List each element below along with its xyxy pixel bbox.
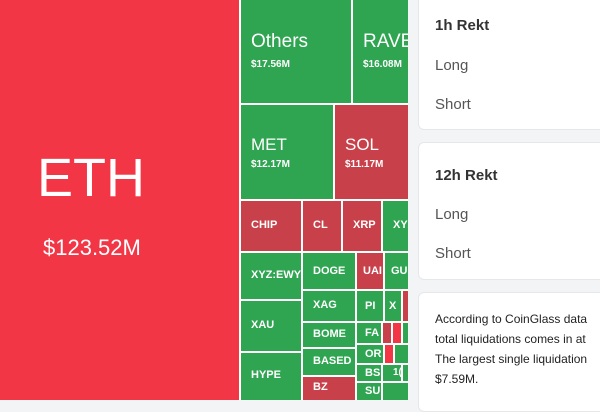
tile-x[interactable]: X bbox=[384, 290, 402, 322]
rekt-1h-panel: 1h Rekt Long Short bbox=[418, 0, 600, 130]
tile-rave-symbol: RAVE bbox=[363, 31, 408, 52]
tile-su[interactable]: SU bbox=[356, 382, 382, 400]
tile-sol-symbol: SOL bbox=[345, 135, 380, 154]
tile-xau-symbol: XAU bbox=[251, 319, 275, 331]
tile-cl[interactable]: CL bbox=[302, 200, 342, 252]
tile-small-5[interactable] bbox=[384, 344, 394, 364]
tile-bome-symbol: BOME bbox=[313, 328, 346, 340]
tile-x-symbol: X bbox=[389, 300, 397, 312]
tile-hype[interactable]: HYPE bbox=[240, 352, 302, 400]
tile-eth-value: $123.52M bbox=[43, 235, 141, 260]
tile-or[interactable]: OR bbox=[356, 344, 384, 364]
tile-xag-symbol: XAG bbox=[313, 299, 337, 311]
tile-others-symbol: Others bbox=[251, 31, 309, 52]
note-line-1: According to CoinGlass data bbox=[435, 312, 588, 326]
note-line-4: $7.59M. bbox=[435, 372, 479, 386]
tile-met-value: $12.17M bbox=[251, 159, 290, 170]
tile-xyz[interactable]: XYZ bbox=[382, 200, 408, 252]
tile-chip[interactable]: CHIP bbox=[240, 200, 302, 252]
rekt-12h-panel: 12h Rekt Long Short bbox=[418, 142, 600, 280]
tile-n1-symbol: 1( bbox=[393, 367, 402, 378]
tile-or-symbol: OR bbox=[365, 348, 382, 360]
tile-doge-symbol: DOGE bbox=[313, 265, 346, 277]
tile-based[interactable]: BASED bbox=[302, 348, 356, 376]
tile-based-symbol: BASED bbox=[313, 355, 352, 367]
tile-bs[interactable]: BS bbox=[356, 364, 382, 382]
liquidation-summary-note: According to CoinGlass data total liquid… bbox=[418, 292, 600, 412]
tile-small-7[interactable] bbox=[402, 364, 408, 382]
tile-others[interactable]: Others $17.56M bbox=[240, 0, 352, 104]
tile-chip-symbol: CHIP bbox=[251, 219, 278, 231]
tile-xrp[interactable]: XRP bbox=[342, 200, 382, 252]
tile-bs-symbol: BS bbox=[365, 367, 381, 379]
tile-sol-value: $11.17M bbox=[345, 159, 384, 170]
tile-xyzewy-symbol: XYZ:EWY bbox=[251, 269, 302, 281]
tile-small-3[interactable] bbox=[392, 322, 402, 344]
tile-pi-symbol: PI bbox=[365, 300, 376, 312]
tile-small-8[interactable] bbox=[382, 382, 408, 400]
tile-small-2[interactable] bbox=[382, 322, 392, 344]
tile-small-6[interactable] bbox=[394, 344, 408, 364]
tile-eth[interactable]: ETH $123.52M bbox=[0, 0, 240, 400]
tile-xrp-symbol: XRP bbox=[353, 219, 376, 231]
tile-su-symbol: SU bbox=[365, 385, 381, 397]
tile-hype-symbol: HYPE bbox=[251, 369, 281, 381]
tile-doge[interactable]: DOGE bbox=[302, 252, 356, 290]
tile-uai-symbol: UAI bbox=[363, 265, 382, 277]
rekt-12h-short-label: Short bbox=[435, 245, 471, 262]
tile-cl-symbol: CL bbox=[313, 219, 328, 231]
tile-fa-symbol: FA bbox=[365, 327, 380, 339]
tile-fa[interactable]: FA bbox=[356, 322, 382, 344]
tile-xyz-symbol: XYZ bbox=[393, 219, 408, 231]
rekt-12h-long-label: Long bbox=[435, 206, 469, 223]
tile-gu-symbol: GU bbox=[391, 265, 408, 277]
tile-gu[interactable]: GU bbox=[384, 252, 408, 290]
tile-rave-value: $16.08M bbox=[363, 59, 402, 70]
note-line-2: total liquidations comes in at bbox=[435, 332, 586, 346]
rekt-1h-title: 1h Rekt bbox=[435, 17, 490, 34]
tile-xag[interactable]: XAG bbox=[302, 290, 356, 322]
tile-eth-symbol: ETH bbox=[37, 148, 145, 208]
tile-small-4[interactable] bbox=[402, 322, 408, 344]
tile-others-value: $17.56M bbox=[251, 59, 290, 70]
note-line-3: The largest single liquidation bbox=[435, 352, 588, 366]
tile-bome[interactable]: BOME bbox=[302, 322, 356, 348]
liquidation-heatmap: ETH $123.52M Others $17.56M RAVE $16.08M… bbox=[0, 0, 408, 400]
tile-met[interactable]: MET $12.17M bbox=[240, 104, 334, 200]
tile-n1[interactable]: 1( bbox=[382, 364, 402, 382]
tile-xyzewy[interactable]: XYZ:EWY bbox=[240, 252, 302, 300]
rekt-1h-short-label: Short bbox=[435, 96, 471, 113]
tile-bz[interactable]: BZ bbox=[302, 376, 356, 400]
rekt-1h-long-label: Long bbox=[435, 57, 469, 74]
tile-xau[interactable]: XAU bbox=[240, 300, 302, 352]
tile-uai[interactable]: UAI bbox=[356, 252, 384, 290]
rekt-12h-title: 12h Rekt bbox=[435, 167, 498, 184]
tile-met-symbol: MET bbox=[251, 135, 287, 154]
tile-sol[interactable]: SOL $11.17M bbox=[334, 104, 408, 200]
tile-small-1[interactable] bbox=[402, 290, 408, 322]
tile-rave[interactable]: RAVE $16.08M bbox=[352, 0, 408, 104]
tile-bz-symbol: BZ bbox=[313, 381, 328, 393]
tile-pi[interactable]: PI bbox=[356, 290, 384, 322]
